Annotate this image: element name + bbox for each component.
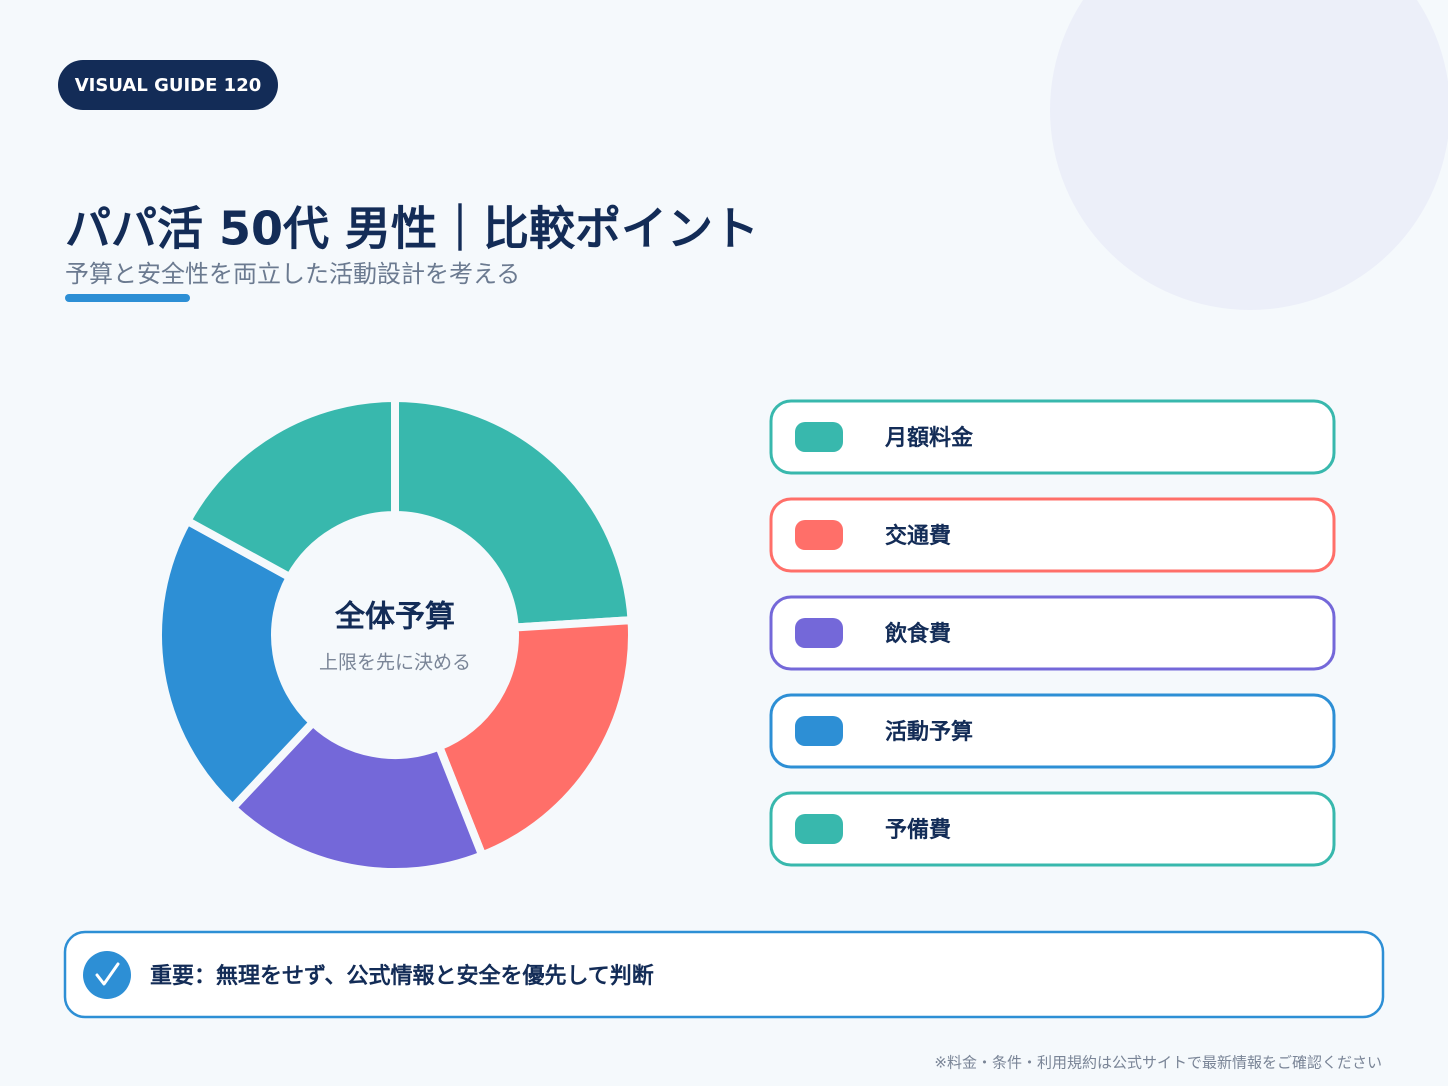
donut-segment bbox=[227, 716, 488, 876]
legend-swatch bbox=[795, 618, 843, 648]
legend-label: 予備費 bbox=[885, 817, 951, 843]
donut-segment bbox=[433, 615, 636, 861]
title: パパ活 50代 男性｜比較ポイント bbox=[65, 202, 759, 256]
legend-card bbox=[769, 399, 1336, 475]
legend-swatch bbox=[795, 520, 843, 550]
badge-text: VISUAL GUIDE 120 bbox=[75, 75, 262, 96]
center-title: 全体予算 bbox=[334, 600, 455, 635]
note-box bbox=[63, 930, 1385, 1019]
donut-segment bbox=[181, 393, 399, 583]
legend-label: 交通費 bbox=[885, 523, 951, 549]
donut-segment bbox=[154, 515, 319, 814]
legend-card bbox=[769, 497, 1336, 573]
legend-card bbox=[769, 693, 1336, 769]
donut bbox=[154, 393, 636, 876]
legend-label: 活動予算 bbox=[885, 719, 973, 745]
legend-label: 飲食費 bbox=[884, 621, 951, 647]
legend-card bbox=[769, 595, 1336, 671]
center-subtitle: 上限を先に決める bbox=[319, 652, 471, 674]
check-mark bbox=[95, 962, 120, 986]
check-icon bbox=[83, 951, 131, 999]
badge bbox=[58, 60, 278, 110]
legend-label: 月額料金 bbox=[884, 425, 974, 451]
legend-swatch bbox=[795, 716, 843, 746]
legend-swatch bbox=[795, 814, 843, 844]
legend-swatch bbox=[795, 422, 843, 452]
note-text: 重要：無理をせず、公式情報と安全を優先して判断 bbox=[150, 963, 654, 989]
legend-card bbox=[769, 791, 1336, 867]
title-underline bbox=[65, 294, 190, 302]
decor-circle bbox=[1050, 0, 1448, 310]
donut-segment bbox=[391, 393, 636, 632]
subtitle: 予算と安全性を両立した活動設計を考える bbox=[65, 260, 520, 288]
footer: ※料金・条件・利用規約は公式サイトで最新情報をご確認ください bbox=[934, 1054, 1382, 1072]
